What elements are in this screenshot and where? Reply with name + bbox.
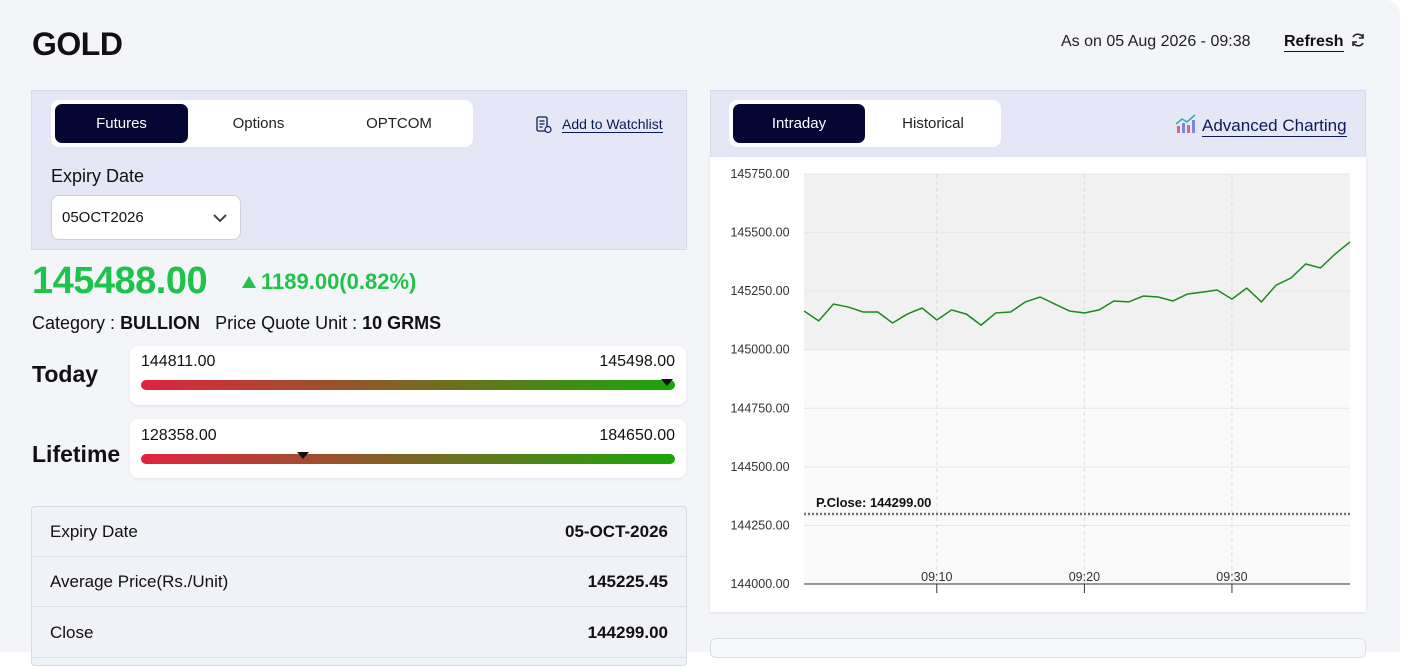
cell-value: 145225.45 — [587, 571, 668, 591]
tab[interactable]: Intraday — [733, 104, 865, 143]
next-card — [710, 638, 1366, 658]
range-card: 144811.00 145498.00 — [130, 346, 686, 405]
chart: 144000.00 144250.00 144500.00 144750.00 1450… — [730, 167, 1351, 593]
range-label: Today — [32, 361, 99, 387]
y-tick-label: 144750.00 — [730, 401, 789, 415]
watchlist-icon[interactable] — [536, 116, 552, 134]
tab[interactable]: OPTCOM — [366, 115, 432, 132]
x-tick-label: 09:30 — [1216, 570, 1247, 584]
price: 145488.00 — [32, 260, 208, 302]
category-value: BULLION — [120, 313, 201, 333]
refresh[interactable]: Refresh — [1284, 33, 1344, 52]
tab[interactable]: Historical — [902, 115, 964, 132]
up-arrow — [242, 276, 256, 288]
y-tick-label: 145000.00 — [730, 343, 789, 357]
details-row: Close 144299.00 — [32, 608, 686, 658]
range-high: 184650.00 — [599, 427, 675, 444]
plot-shade — [804, 174, 1350, 351]
tab[interactable]: Options — [232, 115, 285, 132]
y-tick-label: 145750.00 — [730, 167, 789, 181]
chart-tabs: Intraday Historical — [729, 100, 1001, 147]
unit-value: 10 GRMS — [362, 313, 442, 333]
expiry-label: Expiry Date — [51, 166, 145, 186]
chart-card: 144000.00 144250.00 144500.00 144750.00 1450… — [710, 157, 1366, 612]
chart-icon[interactable] — [1175, 114, 1197, 134]
contract-tabs: Futures Options OPTCOM — [51, 100, 473, 147]
x-tick-label: 09:10 — [921, 570, 952, 584]
range-low: 128358.00 — [141, 427, 217, 444]
chart-header: Intraday Historical Advanced Charting — [710, 90, 1366, 157]
expiry-value: 05OCT2026 — [62, 209, 144, 226]
y-tick-label: 145250.00 — [730, 284, 789, 298]
price-line — [803, 241, 1351, 327]
y-tick-label: 144000.00 — [730, 577, 789, 591]
y-tick-label: 144500.00 — [730, 460, 789, 474]
add-to-watchlist[interactable]: Add to Watchlist — [562, 116, 663, 133]
reference-label: P.Close: 144299.00 — [816, 495, 931, 510]
range-high: 145498.00 — [599, 353, 675, 370]
as-on: As on 05 Aug 2026 - 09:38 — [1061, 33, 1251, 50]
refresh-icon[interactable] — [1350, 32, 1366, 48]
cell-label: Average Price(Rs./Unit) — [50, 571, 229, 591]
category-line: Category : BULLION Price Quote Unit : 10… — [32, 313, 441, 334]
chevron — [213, 214, 227, 223]
range-card: 128358.00 184650.00 — [130, 419, 686, 478]
cell-label: Close — [50, 622, 94, 642]
advanced-charting[interactable]: Advanced Charting — [1202, 116, 1347, 137]
y-tick-label: 145500.00 — [730, 226, 789, 240]
category-label: Category : — [32, 313, 116, 333]
details-row: Expiry Date 05-OCT-2026 — [32, 507, 686, 557]
expiry-select[interactable]: 05OCT2026 — [51, 195, 241, 240]
range-label: Lifetime — [32, 441, 121, 467]
cell-label: Expiry Date — [50, 521, 138, 541]
contract-panel: Futures Options OPTCOM Add to Watchlist … — [31, 90, 687, 250]
tab[interactable]: Futures — [55, 104, 188, 143]
range-bar — [141, 380, 675, 390]
range-marker — [297, 452, 310, 459]
unit-label: Price Quote Unit : — [215, 313, 358, 333]
range-bar — [141, 454, 675, 464]
details-row: Average Price(Rs./Unit) 145225.45 — [32, 557, 686, 607]
range-marker — [661, 379, 674, 386]
cell-value: 05-OCT-2026 — [565, 521, 668, 541]
cell-value: 144299.00 — [587, 622, 668, 642]
y-tick-label: 144250.00 — [730, 518, 789, 532]
range-low: 144811.00 — [141, 353, 216, 370]
details-table: Expiry Date 05-OCT-2026 Average Price(Rs.… — [31, 506, 687, 666]
price-change: 1189.00(0.82%) — [261, 269, 417, 294]
x-tick-label: 09:20 — [1069, 570, 1100, 584]
title: GOLD — [32, 26, 123, 62]
